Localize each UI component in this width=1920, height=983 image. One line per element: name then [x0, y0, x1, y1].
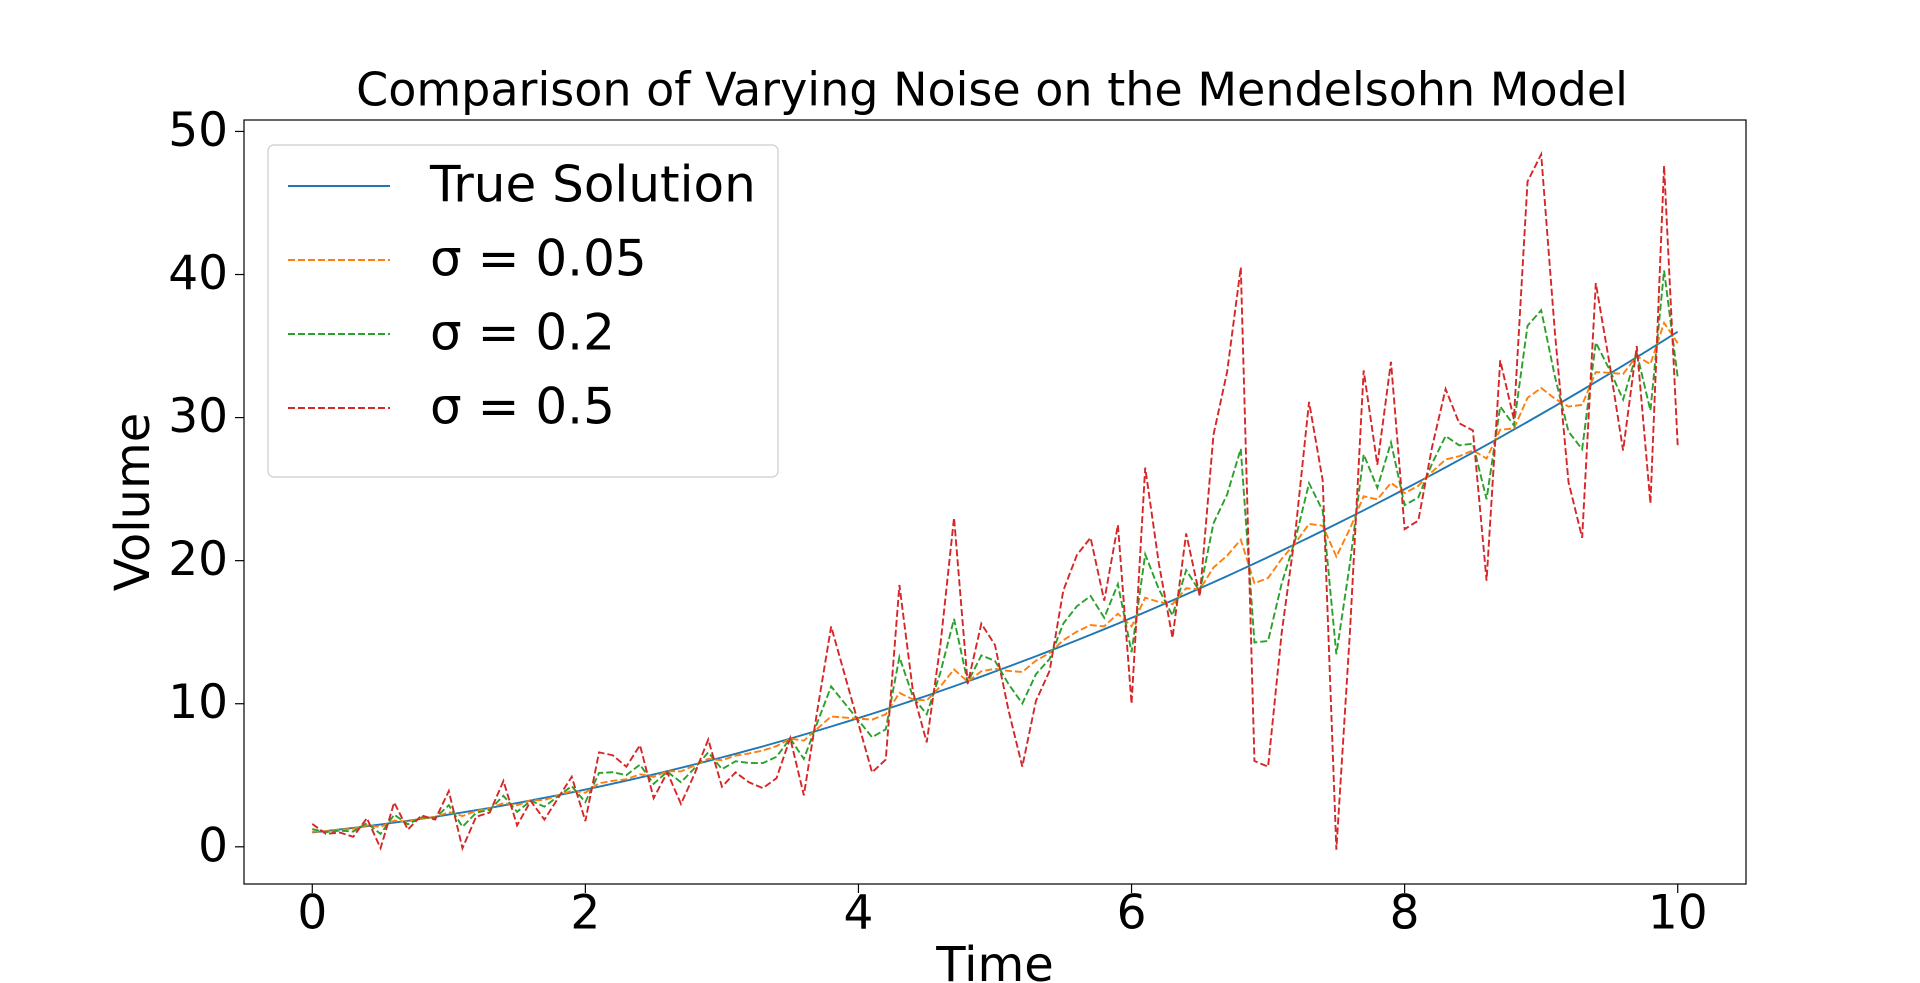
series-line: [312, 320, 1679, 833]
x-tick-label: 8: [1390, 886, 1420, 941]
y-tick-label: 30: [168, 389, 228, 444]
legend-label: True Solution: [429, 156, 756, 214]
y-tick-label: 40: [168, 246, 228, 301]
y-axis-label: Volume: [105, 413, 161, 592]
x-tick-label: 4: [844, 886, 874, 941]
x-axis-label: Time: [935, 937, 1053, 983]
legend-box: [267, 144, 779, 478]
plot-frame: [243, 119, 1747, 885]
y-tick-label: 50: [168, 103, 228, 158]
series-line: [311, 150, 1679, 852]
y-tick-label: 20: [168, 532, 228, 587]
x-tick-label: 0: [297, 886, 327, 941]
x-tick-label: 10: [1648, 886, 1708, 941]
legend-label: σ = 0.2: [430, 304, 615, 362]
legend-label: σ = 0.5: [430, 378, 615, 436]
legend-label: σ = 0.05: [430, 230, 647, 288]
series-line: [312, 330, 1679, 834]
x-tick-label: 2: [570, 886, 600, 941]
y-tick-label: 0: [198, 818, 228, 873]
x-tick-label: 6: [1117, 886, 1147, 941]
chart-title: Comparison of Varying Noise on the Mende…: [356, 63, 1628, 117]
series-line: [312, 270, 1679, 836]
y-tick-label: 10: [168, 675, 228, 730]
